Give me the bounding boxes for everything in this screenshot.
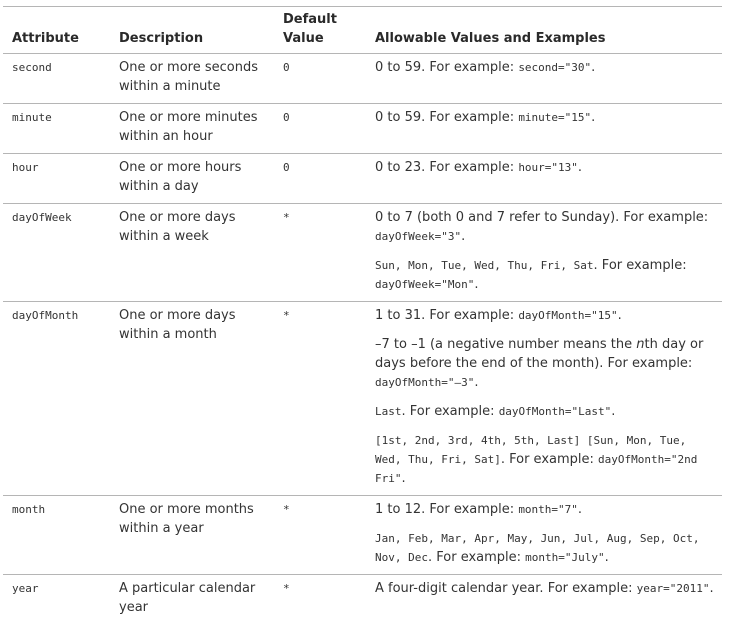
allowable-values-cell: 0 to 23. For example: hour="13". bbox=[366, 153, 722, 204]
allowable-value-paragraph: A four-digit calendar year. For example:… bbox=[375, 579, 714, 598]
value-text: . For example: bbox=[427, 550, 526, 565]
allowable-value-paragraph: 1 to 31. For example: dayOfMonth="15". bbox=[375, 306, 714, 325]
example-code: year="2011" bbox=[636, 582, 710, 595]
value-text: . For example: bbox=[401, 404, 499, 419]
value-text: . bbox=[474, 375, 479, 390]
allowable-value-paragraph: 0 to 59. For example: minute="15". bbox=[375, 108, 714, 127]
description-cell: One or more seconds within a minute bbox=[110, 53, 274, 104]
header-allowable-values: Allowable Values and Examples bbox=[366, 6, 722, 54]
default-value-cell: 0 bbox=[274, 103, 366, 154]
allowable-value-paragraph: Jan, Feb, Mar, Apr, May, Jun, Jul, Aug, … bbox=[375, 529, 714, 567]
default-value-cell: 0 bbox=[274, 53, 366, 104]
attribute-cell: month bbox=[3, 495, 110, 575]
value-text: . bbox=[401, 471, 406, 486]
value-text: 0 to 59. For example: bbox=[375, 110, 519, 125]
value-text: A four-digit calendar year. For example: bbox=[375, 581, 637, 596]
default-value-cell: * bbox=[274, 203, 366, 302]
allowable-value-paragraph: 0 to 23. For example: hour="13". bbox=[375, 158, 714, 177]
value-text: . bbox=[617, 308, 622, 323]
description-cell: One or more months within a year bbox=[110, 495, 274, 575]
description-cell: One or more hours within a day bbox=[110, 153, 274, 204]
description-cell: One or more days within a month bbox=[110, 301, 274, 496]
allowable-values-cell: 0 to 7 (both 0 and 7 refer to Sunday). F… bbox=[366, 203, 722, 302]
value-text: . bbox=[591, 110, 596, 125]
example-code: dayOfWeek="3" bbox=[375, 230, 462, 243]
value-text: 0 to 23. For example: bbox=[375, 160, 519, 175]
value-text: . bbox=[591, 60, 596, 75]
default-value-cell: 0 bbox=[274, 153, 366, 204]
allowable-value-paragraph: 0 to 59. For example: second="30". bbox=[375, 58, 714, 77]
allowable-value-paragraph: Sun, Mon, Tue, Wed, Thu, Fri, Sat. For e… bbox=[375, 256, 714, 294]
schedule-attributes-table: Attribute Description Default Value Allo… bbox=[3, 6, 722, 624]
table-row: year A particular calendar year * A four-di… bbox=[3, 575, 722, 625]
description-cell: One or more days within a week bbox=[110, 203, 274, 302]
allowable-values-cell: 1 to 12. For example: month="7". Jan, Feb… bbox=[366, 495, 722, 575]
allowable-values-cell: 0 to 59. For example: second="30". bbox=[366, 53, 722, 104]
table-header-row: Attribute Description Default Value Allo… bbox=[3, 6, 722, 54]
attribute-cell: year bbox=[12, 582, 39, 595]
example-code: dayOfWeek="Mon" bbox=[375, 278, 475, 291]
allowable-value-paragraph: –7 to –1 (a negative number means the nt… bbox=[375, 335, 714, 392]
allowable-values-cell: 1 to 31. For example: dayOfMonth="15". –7… bbox=[366, 301, 722, 496]
value-text: . bbox=[611, 404, 616, 419]
example-code: month="7" bbox=[518, 503, 578, 516]
description-cell: A particular calendar year bbox=[119, 581, 256, 615]
value-text: . bbox=[474, 277, 479, 292]
example-code: dayOfMonth="2nd Fri" bbox=[375, 453, 698, 485]
example-code: dayOfMonth="–3" bbox=[375, 376, 475, 389]
example-code: minute="15" bbox=[518, 111, 592, 124]
value-text: –7 to –1 (a negative number means the bbox=[375, 337, 637, 352]
example-code: hour="13" bbox=[518, 161, 578, 174]
value-text: 0 to 59. For example: bbox=[375, 60, 519, 75]
value-token: Sun, Mon, Tue, Wed, Thu, Fri, Sat bbox=[375, 259, 594, 272]
default-value-cell: * bbox=[274, 301, 366, 496]
allowable-values-cell: 0 to 59. For example: minute="15". bbox=[366, 103, 722, 154]
value-text: . For example: bbox=[500, 452, 599, 467]
value-text: 1 to 12. For example: bbox=[375, 502, 519, 517]
header-description: Description bbox=[110, 6, 274, 54]
value-text: 1 to 31. For example: bbox=[375, 308, 519, 323]
attribute-cell: minute bbox=[3, 103, 110, 154]
description-cell: One or more minutes within an hour bbox=[110, 103, 274, 154]
allowable-value-paragraph: [1st, 2nd, 3rd, 4th, 5th, Last] [Sun, Mo… bbox=[375, 431, 714, 488]
value-text: th day or days before the end of the mon… bbox=[375, 337, 704, 371]
value-text: 0 to 7 (both 0 and 7 refer to Sunday). F… bbox=[375, 210, 709, 225]
example-code: dayOfMonth="15" bbox=[518, 309, 618, 322]
allowable-value-paragraph: 0 to 7 (both 0 and 7 refer to Sunday). F… bbox=[375, 208, 714, 246]
value-text: . For example: bbox=[593, 258, 687, 273]
table-row: minute One or more minutes within an hour… bbox=[3, 103, 722, 154]
attribute-cell: hour bbox=[3, 153, 110, 204]
example-code: month="July" bbox=[525, 551, 605, 564]
attribute-cell: second bbox=[3, 53, 110, 104]
value-text: . bbox=[577, 160, 583, 175]
value-italic: n bbox=[636, 337, 645, 352]
value-text: . bbox=[577, 502, 583, 517]
example-code: dayOfMonth="Last" bbox=[498, 405, 612, 418]
table-row: hour One or more hours within a day 0 0 to … bbox=[3, 153, 722, 204]
value-token: Jan, Feb, Mar, Apr, May, Jun, Jul, Aug, … bbox=[375, 532, 700, 564]
allowable-value-paragraph: Last. For example: dayOfMonth="Last". bbox=[375, 402, 714, 421]
value-text: . bbox=[461, 229, 466, 244]
default-value-cell: * bbox=[274, 495, 366, 575]
value-token: Last bbox=[375, 405, 402, 418]
value-text: . bbox=[604, 550, 609, 565]
allowable-values-cell: A four-digit calendar year. For example:… bbox=[366, 575, 722, 625]
allowable-value-paragraph: 1 to 12. For example: month="7". bbox=[375, 500, 714, 519]
value-text: . bbox=[709, 581, 714, 596]
default-value-cell: * bbox=[283, 582, 290, 595]
attribute-cell: dayOfWeek bbox=[3, 203, 110, 302]
table-row: dayOfMonth One or more days within a mont… bbox=[3, 301, 722, 496]
table-row: month One or more months within a year * 1 … bbox=[3, 495, 722, 575]
header-default-value: Default Value bbox=[274, 6, 366, 54]
value-token: [1st, 2nd, 3rd, 4th, 5th, Last] [Sun, Mo… bbox=[375, 434, 687, 466]
table-row: dayOfWeek One or more days within a week *… bbox=[3, 203, 722, 302]
example-code: second="30" bbox=[518, 61, 592, 74]
attribute-cell: dayOfMonth bbox=[3, 301, 110, 496]
table-row: second One or more seconds within a minut… bbox=[3, 53, 722, 104]
header-attribute: Attribute bbox=[3, 6, 110, 54]
